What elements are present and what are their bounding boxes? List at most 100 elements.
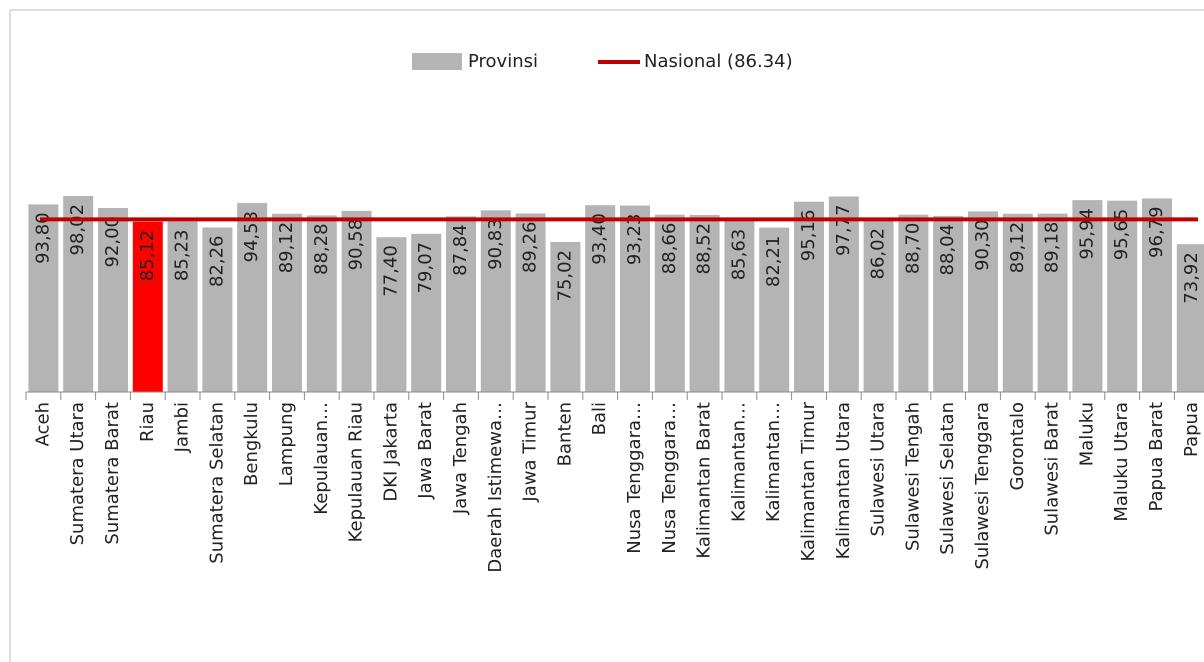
bar: [63, 195, 94, 392]
x-tick-label: Sulawesi Tenggara: [972, 402, 993, 570]
data-label: 88,66: [659, 223, 680, 275]
bar: [480, 210, 511, 392]
data-label: 87,84: [450, 224, 471, 276]
data-label: 88,70: [902, 223, 923, 275]
bar: [654, 214, 685, 392]
bar: [620, 205, 650, 392]
bar: [132, 221, 163, 392]
data-label: 90,58: [346, 219, 367, 271]
data-label: 85,12: [137, 230, 158, 282]
bar: [167, 221, 198, 392]
x-tick-label: Gorontalo: [1007, 402, 1028, 491]
data-label: 85,23: [172, 230, 193, 282]
data-label: 88,28: [311, 223, 332, 275]
data-label: 90,30: [972, 219, 993, 271]
x-tick-label: Papua: [1181, 402, 1202, 457]
bar: [863, 219, 894, 392]
data-label: 89,26: [520, 221, 541, 273]
data-label: 88,52: [694, 223, 715, 275]
data-label: 95,94: [1076, 208, 1097, 260]
data-label: 95,16: [798, 210, 819, 262]
bar: [28, 204, 59, 392]
bar: [202, 227, 233, 392]
x-tick-label: Maluku: [1076, 402, 1097, 466]
x-tick-label: Nusa Tenggara…: [624, 402, 645, 554]
bar: [1107, 200, 1138, 392]
data-label: 92,00: [102, 216, 123, 268]
bar: [689, 214, 720, 392]
x-tick-label: Sulawesi Selatan: [937, 402, 958, 555]
bar: [1002, 213, 1033, 392]
data-label: 96,79: [1146, 206, 1167, 258]
bar: [446, 216, 476, 392]
bar: [828, 196, 859, 392]
data-label: 75,02: [554, 250, 575, 302]
data-label: 85,63: [728, 229, 749, 281]
x-tick-label: Jawa Timur: [520, 401, 541, 502]
bar: [898, 214, 929, 392]
bar: [1072, 200, 1103, 392]
x-tick-label: Kepulauan Riau: [346, 402, 367, 542]
x-tick-label: Maluku Utara: [1111, 402, 1132, 522]
bar: [724, 220, 755, 392]
legend-label: Nasional (86.34): [644, 51, 793, 72]
x-tick-label: Sumatera Utara: [67, 402, 88, 545]
data-label: 93,23: [624, 214, 645, 266]
x-tick-label: Sumatera Selatan: [206, 402, 227, 564]
x-tick-label: DKI Jakarta: [380, 402, 401, 502]
data-label: 79,07: [415, 242, 436, 294]
data-label: 86,02: [868, 228, 889, 280]
x-tick-label: Papua Barat: [1146, 402, 1167, 512]
bar: [933, 215, 964, 392]
data-label: 73,92: [1181, 252, 1202, 304]
x-tick-label: Nusa Tenggara…: [659, 402, 680, 554]
x-tick-label: Kalimantan Utara: [833, 402, 854, 559]
data-label: 89,12: [276, 222, 297, 274]
x-tick-label: Kalimantan…: [763, 402, 784, 522]
bar: [794, 201, 824, 392]
x-tick-label: Kalimantan…: [728, 402, 749, 522]
legend-swatch: [412, 53, 462, 70]
data-label: 93,80: [32, 212, 53, 264]
x-tick-label: Kalimantan Barat: [694, 402, 715, 559]
data-label: 82,21: [763, 236, 784, 288]
x-tick-label: Sulawesi Utara: [868, 402, 889, 536]
x-tick-label: Sumatera Barat: [102, 402, 123, 545]
data-label: 95,65: [1111, 209, 1132, 261]
data-label: 97,77: [833, 204, 854, 256]
x-tick-label: Banten: [554, 402, 575, 466]
data-label: 94,53: [241, 211, 262, 263]
bar: [759, 227, 790, 392]
legend-label: Provinsi: [468, 51, 538, 72]
data-label: 77,40: [380, 245, 401, 297]
bar: [376, 237, 407, 392]
x-tick-label: Sulawesi Barat: [1042, 402, 1063, 536]
bar: [550, 241, 581, 392]
bar: [1142, 198, 1172, 392]
x-tick-label: Kepulauan…: [311, 402, 332, 515]
x-tick-label: Kalimantan Timur: [798, 401, 819, 561]
bar: [515, 213, 546, 392]
bar: [1037, 213, 1068, 392]
x-tick-label: Aceh: [32, 402, 53, 446]
x-tick-label: Jawa Tengah: [450, 402, 471, 515]
x-tick-label: Bengkulu: [241, 402, 262, 486]
x-tick-label: Sulawesi Tengah: [902, 402, 923, 551]
x-tick-label: Jambi: [172, 402, 193, 453]
bar: [411, 233, 442, 392]
x-tick-label: Riau: [137, 402, 158, 442]
bar: [237, 202, 268, 392]
data-label: 89,18: [1042, 222, 1063, 274]
bar: [272, 213, 302, 392]
bar: [585, 205, 616, 392]
x-tick-label: Bali: [589, 402, 610, 435]
bar: [306, 215, 337, 392]
x-tick-label: Lampung: [276, 402, 297, 486]
data-label: 98,02: [67, 204, 88, 256]
x-tick-label: Daerah Istimewa…: [485, 402, 506, 573]
data-label: 93,40: [589, 213, 610, 265]
bar: [968, 211, 998, 392]
bar: [341, 210, 372, 392]
data-label: 82,26: [206, 235, 227, 287]
